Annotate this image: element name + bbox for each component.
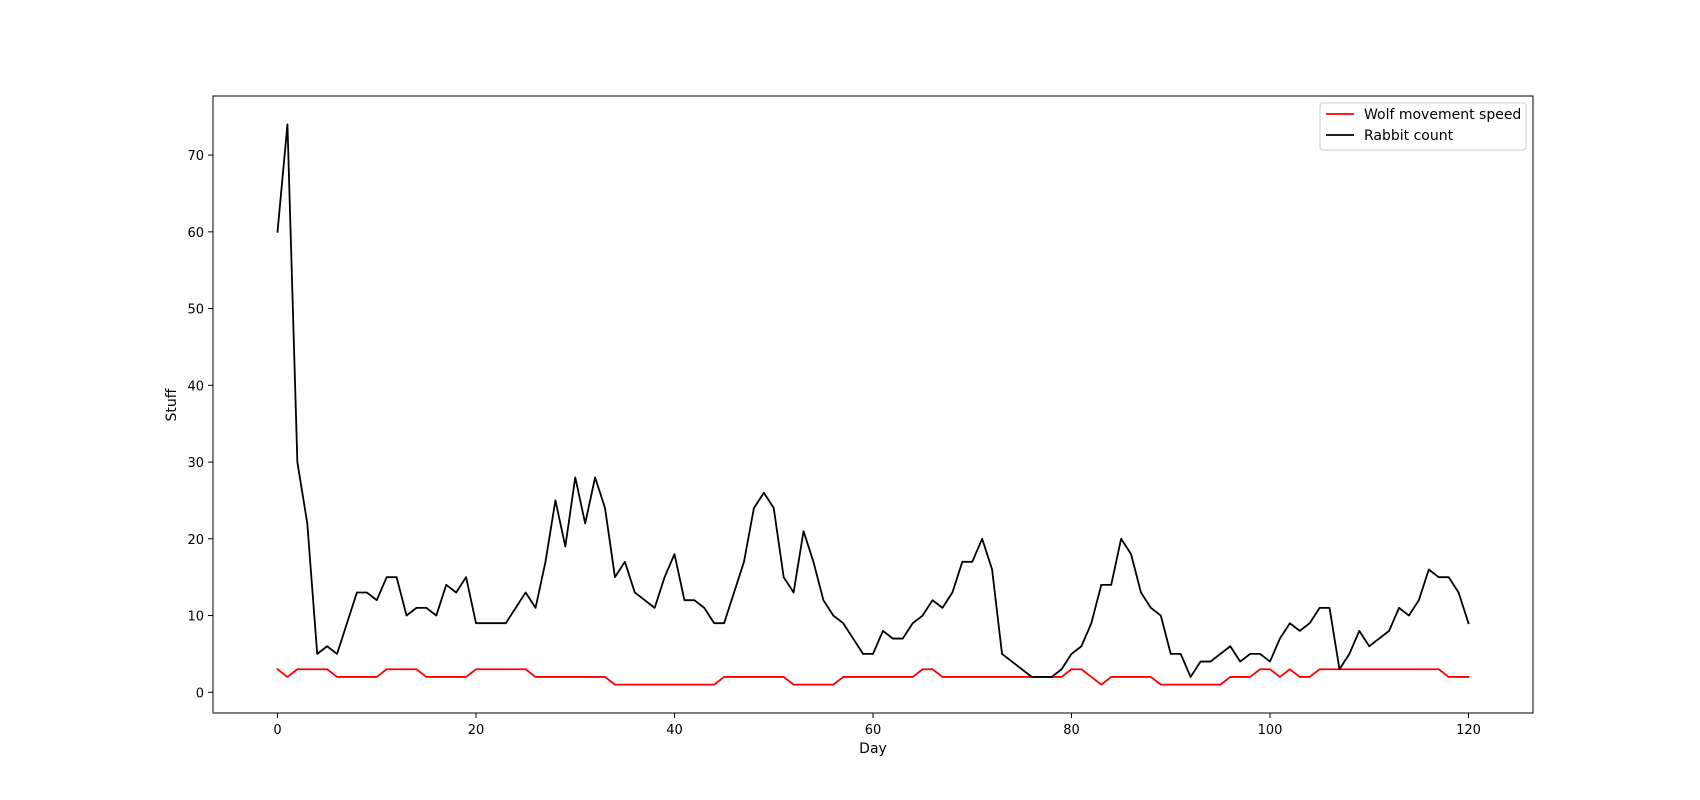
x-tick-label: 60 [865,723,882,738]
y-tick-label: 0 [196,686,204,701]
x-tick-label: 80 [1063,723,1080,738]
y-axis: 0 10 20 30 40 50 60 70 [187,149,213,701]
x-tick-label: 40 [666,723,683,738]
x-tick-label: 120 [1456,723,1481,738]
legend-label-wolf-speed: Wolf movement speed [1364,107,1521,123]
y-axis-label: Stuff [164,388,180,421]
series-line-0 [276,667,1470,686]
y-tick-label: 40 [187,379,204,394]
y-tick-label: 50 [187,303,204,318]
legend-label-rabbit-count: Rabbit count [1364,128,1454,144]
x-tick-label: 0 [273,723,281,738]
legend-box [1319,102,1527,151]
legend: Wolf movement speed Rabbit count [1319,102,1527,151]
y-tick-label: 70 [187,149,204,164]
y-tick-label: 60 [187,226,204,241]
y-tick-label: 20 [187,533,204,548]
y-tick-label: 30 [187,456,204,471]
series-layer [276,123,1470,686]
x-axis: 0 20 40 60 80 100 120 [273,713,1481,738]
series-line-1 [276,123,1470,678]
y-tick-label: 10 [187,610,204,625]
x-tick-label: 100 [1258,723,1283,738]
x-axis-label: Day [859,741,887,757]
x-tick-label: 20 [468,723,485,738]
